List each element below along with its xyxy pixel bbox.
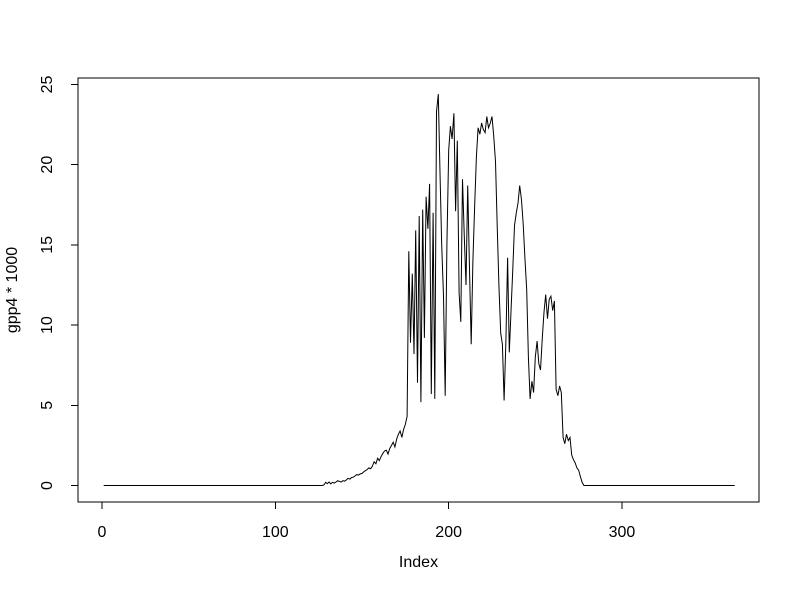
y-tick-label: 25 [39, 75, 56, 93]
series-group [103, 94, 735, 486]
x-tick-label: 300 [609, 524, 636, 541]
data-series-line [103, 94, 735, 486]
y-axis: 0 5 10 15 20 25 [39, 75, 78, 490]
y-tick-label: 5 [39, 401, 56, 410]
y-tick-label: 10 [39, 316, 56, 334]
x-axis: 0 100 200 300 [98, 502, 636, 541]
y-axis-title: gpp4 * 1000 [4, 247, 21, 333]
plot-box [77, 77, 760, 503]
y-tick-label: 20 [39, 156, 56, 174]
x-tick-label: 0 [98, 524, 107, 541]
x-axis-title: Index [399, 554, 438, 571]
y-tick-label: 15 [39, 236, 56, 254]
x-tick-label: 200 [435, 524, 462, 541]
x-tick-label: 100 [262, 524, 289, 541]
y-tick-label: 0 [39, 481, 56, 490]
